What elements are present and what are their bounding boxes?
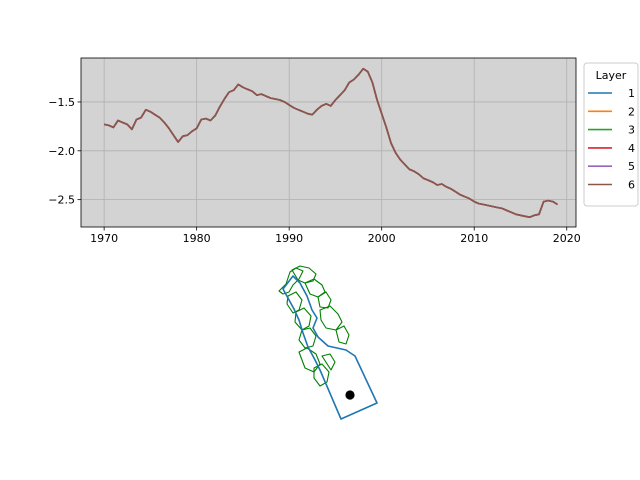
location-marker — [345, 390, 355, 400]
legend-label-6: 6 — [628, 179, 635, 192]
y-tick-label: −2.5 — [48, 194, 75, 207]
subregion-10 — [298, 347, 321, 373]
series-lines — [103, 67, 558, 218]
x-tick-label: 1990 — [275, 232, 303, 245]
subregion-4 — [317, 291, 332, 309]
x-tick-label: 2010 — [460, 232, 488, 245]
subregion-11 — [313, 363, 330, 387]
x-axis-ticks: 1970 1980 1990 2000 2010 2020 — [90, 227, 581, 245]
series-line-6 — [103, 67, 558, 218]
x-tick-label: 2020 — [553, 232, 581, 245]
legend-title: Layer — [596, 69, 627, 82]
legend-label-3: 3 — [628, 124, 635, 137]
timeseries-chart: 1970 1980 1990 2000 2010 2020 −2.5 −2.0 −1.5 — [48, 57, 581, 245]
x-tick-label: 2000 — [368, 232, 396, 245]
y-tick-label: −2.0 — [48, 145, 75, 158]
x-tick-label: 1980 — [183, 232, 211, 245]
subregion-9 — [298, 327, 317, 349]
subregion-8 — [335, 325, 350, 345]
subregion-2 — [291, 265, 317, 284]
legend-label-1: 1 — [628, 87, 635, 100]
map-plot — [278, 265, 378, 420]
legend-box — [583, 62, 639, 207]
legend-label-4: 4 — [628, 142, 635, 155]
y-tick-label: −1.5 — [48, 96, 75, 109]
legend-label-2: 2 — [628, 105, 635, 118]
plot-background — [81, 58, 576, 227]
subregion-boundaries — [278, 265, 350, 387]
subregion-7 — [319, 305, 343, 331]
x-tick-label: 1970 — [90, 232, 118, 245]
legend-label-5: 5 — [628, 160, 635, 173]
main-boundary — [282, 275, 378, 420]
y-axis-ticks: −2.5 −2.0 −1.5 — [48, 96, 81, 207]
subregion-6 — [294, 307, 312, 331]
grid-lines — [81, 58, 576, 227]
plot-frame — [80, 57, 577, 228]
subregion-12 — [321, 353, 336, 371]
